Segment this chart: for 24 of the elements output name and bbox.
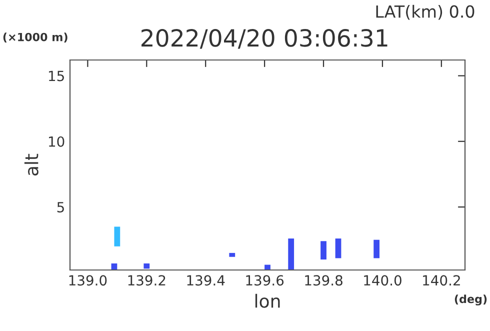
y-tick-label: 5 <box>57 202 64 212</box>
bar <box>264 264 270 270</box>
bar <box>229 252 236 257</box>
bar <box>320 241 326 260</box>
x-axis-title: lon <box>255 294 280 308</box>
y-tick-label: 10 <box>48 136 64 147</box>
text: LAT(km) 0.0 <box>376 4 474 20</box>
y-tick-label: 15 <box>48 70 64 82</box>
bar <box>144 263 150 269</box>
x-tick-label: 140.2 <box>423 275 460 286</box>
chart-title: 2022/04/20 03:06:31 <box>142 28 388 49</box>
text: (deg) <box>454 294 487 306</box>
bar <box>335 238 342 258</box>
x-tick-label: 139.2 <box>128 275 166 286</box>
bar <box>114 226 120 246</box>
x-tick-label: 139.6 <box>246 275 284 286</box>
x-tick-label: 139.4 <box>187 275 225 286</box>
y-axis-title: alt <box>24 154 38 176</box>
bar <box>288 238 294 270</box>
text: (×1000 m) <box>3 32 68 43</box>
bar <box>374 240 380 258</box>
x-tick-label: 139.0 <box>69 275 107 286</box>
x-tick-label: 139.8 <box>305 275 342 286</box>
x-tick-label: 140.0 <box>364 275 402 286</box>
